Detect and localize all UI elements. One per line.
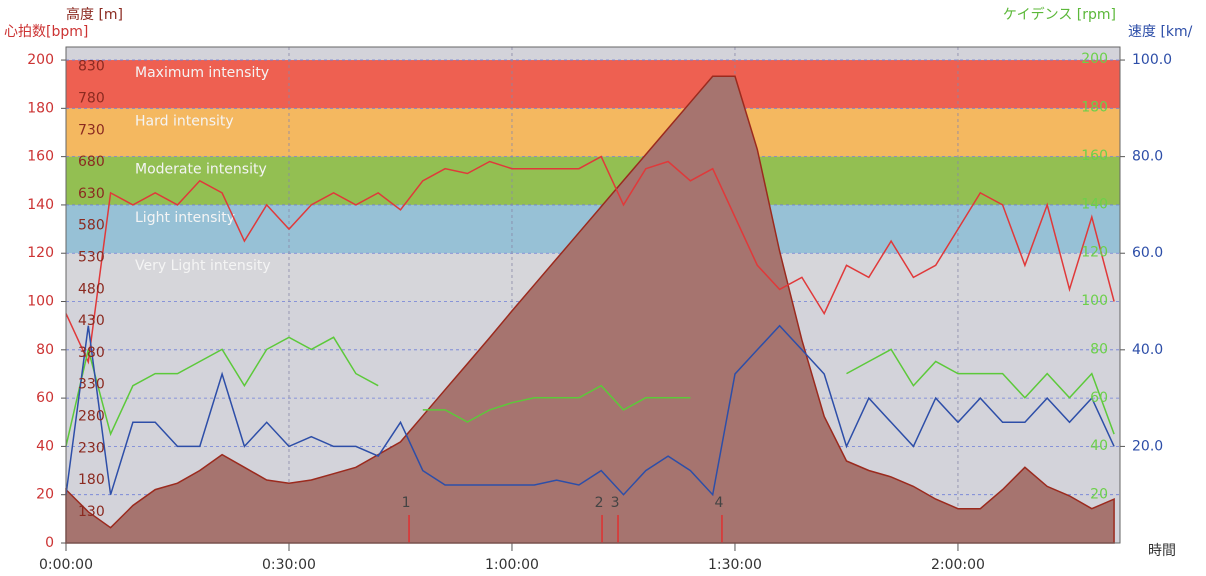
zone-label: Moderate intensity: [135, 162, 267, 178]
lap-label: 4: [715, 495, 724, 511]
altitude-tick-label: 480: [78, 281, 105, 297]
y-tick-label: 80: [36, 342, 54, 358]
speed-axis-title: 速度 [km/: [1128, 24, 1193, 40]
cadence-tick-label: 80: [1090, 341, 1108, 357]
y-tick-label: 100: [27, 294, 54, 310]
altitude-tick-label: 130: [78, 504, 105, 520]
zone-band: [66, 60, 1120, 109]
y-tick-label: 160: [27, 149, 54, 165]
lap-label: 3: [611, 495, 620, 511]
altitude-tick-label: 330: [78, 377, 105, 393]
cadence-tick-label: 160: [1081, 148, 1108, 164]
y-axis-title: 心拍数[bpm]: [4, 24, 88, 40]
cadence-tick-label: 120: [1081, 245, 1108, 261]
altitude-tick-label: 430: [78, 313, 105, 329]
x-axis-title: 時間: [1148, 543, 1176, 559]
line: [65, 336, 1115, 447]
lap-label: 1: [402, 495, 411, 511]
cadence-tick-label: 180: [1081, 99, 1108, 115]
zone-band: [66, 156, 1120, 205]
y-tick-label: 20: [36, 487, 54, 503]
altitude-tick-label: 780: [78, 91, 105, 107]
y2-tick-label: 100.0: [1132, 52, 1172, 68]
cadence-tick-label: 140: [1081, 196, 1108, 212]
altitude-tick-label: 530: [78, 249, 105, 265]
line: [65, 155, 1115, 365]
zone-band: [66, 108, 1120, 157]
y-tick-label: 60: [36, 390, 54, 406]
y-tick-label: 180: [27, 100, 54, 116]
lap-label: 2: [595, 495, 604, 511]
zone-label: Light intensity: [135, 210, 235, 226]
y-tick-label: 120: [27, 245, 54, 261]
x-tick-label: 0:30:00: [262, 557, 316, 573]
x-tick-label: 1:30:00: [708, 557, 762, 573]
area: [65, 75, 1115, 544]
y-tick-label: 140: [27, 197, 54, 213]
y-tick-label: 200: [27, 52, 54, 68]
line: [65, 324, 1115, 497]
y2-tick-label: 60.0: [1132, 245, 1163, 261]
altitude-tick-label: 580: [78, 218, 105, 234]
cadence-axis-title: ケイデンス [rpm]: [1003, 6, 1116, 23]
altitude-tick-label: 630: [78, 186, 105, 202]
zone-label: Hard intensity: [135, 113, 234, 129]
altitude-tick-label: 380: [78, 345, 105, 361]
cadence-tick-label: 40: [1090, 438, 1108, 454]
altitude-tick-label: 280: [78, 408, 105, 424]
altitude-tick-label: 680: [78, 154, 105, 170]
x-tick-label: 2:00:00: [931, 557, 985, 573]
x-tick-label: 0:00:00: [39, 557, 93, 573]
cadence-tick-label: 100: [1081, 293, 1108, 309]
zone-label: Very Light intensity: [135, 258, 271, 274]
zone-label: Maximum intensity: [135, 65, 269, 81]
altitude-tick-label: 230: [78, 440, 105, 456]
y-tick-label: 40: [36, 438, 54, 454]
y2-tick-label: 80.0: [1132, 149, 1163, 165]
altitude-tick-label: 830: [78, 59, 105, 75]
x-tick-label: 1:00:00: [485, 557, 539, 573]
altitude-tick-label: 180: [78, 472, 105, 488]
cadence-tick-label: 20: [1090, 487, 1108, 503]
y2-tick-label: 40.0: [1132, 342, 1163, 358]
y2-tick-label: 20.0: [1132, 438, 1163, 454]
y-tick-label: 0: [45, 535, 54, 551]
altitude-tick-label: 730: [78, 122, 105, 138]
cadence-tick-label: 200: [1081, 51, 1108, 67]
altitude-axis-title: 高度 [m]: [66, 6, 123, 23]
cadence-tick-label: 60: [1090, 390, 1108, 406]
plot-frame: [65, 46, 1121, 544]
